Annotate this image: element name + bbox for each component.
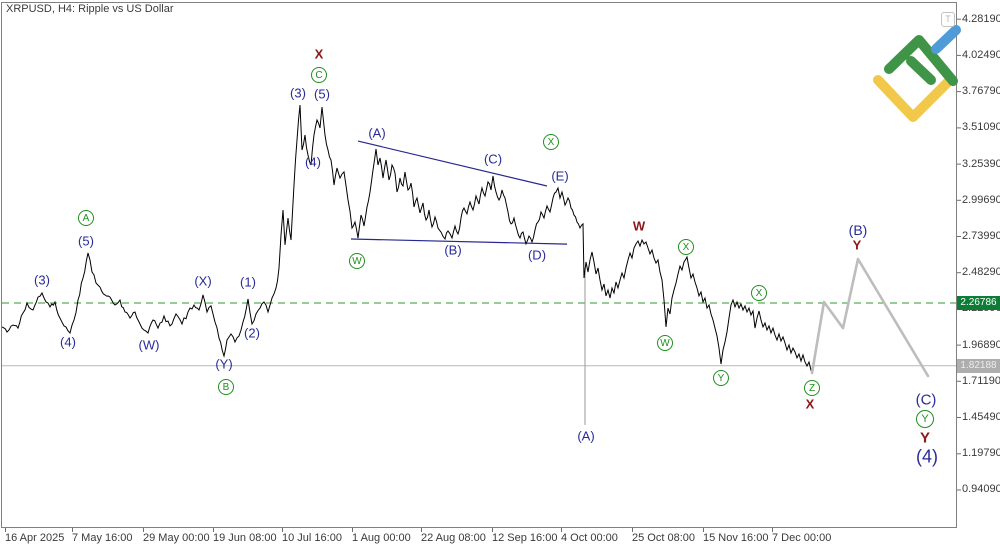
trendline-1[interactable] xyxy=(357,140,548,187)
price-tick-label: 1.96890 xyxy=(962,338,1000,351)
wave-label[interactable]: (D) xyxy=(527,247,547,263)
wave-label[interactable]: (3) xyxy=(34,272,50,288)
wave-label[interactable]: (4) xyxy=(305,154,321,170)
wave-label[interactable]: (B) xyxy=(848,222,868,238)
wave-label[interactable]: (5) xyxy=(314,86,330,102)
trendline-2[interactable] xyxy=(350,238,568,245)
date-tick-label: 29 May 00:00 xyxy=(143,532,210,544)
price-axis[interactable] xyxy=(957,2,1000,528)
time-axis[interactable] xyxy=(0,529,1000,545)
wave-label[interactable]: (W) xyxy=(138,337,160,353)
wave-label[interactable]: (A) xyxy=(368,125,386,141)
wave-label[interactable]: Y xyxy=(919,429,931,447)
price-tick-label: 3.51090 xyxy=(962,121,1000,134)
wave-label[interactable]: X xyxy=(751,285,767,301)
wave-label[interactable]: (5) xyxy=(78,233,94,249)
wave-label[interactable]: Y xyxy=(852,237,862,253)
wave-label[interactable]: (2) xyxy=(244,325,260,341)
wave-label[interactable]: X xyxy=(543,134,559,150)
wave-label[interactable]: (1) xyxy=(240,274,256,290)
plot-border xyxy=(1,2,957,528)
forecast-line[interactable] xyxy=(810,257,930,378)
wave-label[interactable]: X xyxy=(314,46,324,62)
price-tick-label: 4.02490 xyxy=(962,48,1000,61)
wave-label[interactable]: (A) xyxy=(577,428,595,444)
price-line xyxy=(1,104,813,374)
price-tick-label: 1.71190 xyxy=(962,374,1000,387)
date-tick-label: 12 Sep 16:00 xyxy=(492,532,558,544)
chart-title: XRPUSD, H4: Ripple vs US Dollar xyxy=(6,3,174,15)
date-tick-label: 25 Oct 08:00 xyxy=(632,532,695,544)
wave-label[interactable]: A xyxy=(78,210,94,226)
date-tick-label: 10 Jul 16:00 xyxy=(282,532,342,544)
litefinance-logo xyxy=(931,25,961,54)
wave-label[interactable]: W xyxy=(657,335,673,351)
date-tick-label: 15 Nov 16:00 xyxy=(703,532,769,544)
wave-label[interactable]: X xyxy=(678,239,694,255)
date-tick-label: 1 Aug 00:00 xyxy=(352,532,411,544)
date-tick-label: 4 Oct 00:00 xyxy=(561,532,618,544)
price-tick-label: 1.45490 xyxy=(962,411,1000,424)
t-badge[interactable]: T xyxy=(941,12,955,27)
price-tick-label: 0.94090 xyxy=(962,483,1000,496)
wave-label[interactable]: (X) xyxy=(194,273,212,289)
litefinance-logo xyxy=(873,75,954,122)
last-price-badge: 1.82188 xyxy=(957,358,1000,373)
wave-label[interactable]: (E) xyxy=(551,168,569,184)
wave-label[interactable]: Y xyxy=(713,370,729,386)
wave-label[interactable]: W xyxy=(349,253,365,269)
price-tick-label: 4.28190 xyxy=(962,12,1000,25)
price-tick-label: 1.19790 xyxy=(962,447,1000,460)
date-tick-label: 16 Apr 2025 xyxy=(5,532,65,544)
date-tick-label: 7 May 16:00 xyxy=(72,532,133,544)
wave-label[interactable]: (C) xyxy=(483,151,503,167)
wave-label[interactable]: Y xyxy=(916,410,934,428)
wave-label[interactable]: Z xyxy=(804,380,820,396)
wave-label[interactable]: W xyxy=(632,218,646,234)
wave-label[interactable]: (B) xyxy=(444,242,462,258)
wave-label[interactable]: (3) xyxy=(290,85,306,101)
wave-label[interactable]: C xyxy=(311,67,327,83)
wave-label[interactable]: (C) xyxy=(915,391,937,409)
wave-label[interactable]: B xyxy=(218,379,234,395)
date-tick-label: 7 Dec 00:00 xyxy=(772,532,832,544)
price-tick-label: 3.25390 xyxy=(962,157,1000,170)
wave-label[interactable]: (4) xyxy=(916,446,938,467)
price-tick-label: 2.73990 xyxy=(962,229,1000,242)
price-tick-label: 2.99690 xyxy=(962,193,1000,206)
price-tick-label: 2.48290 xyxy=(962,266,1000,279)
date-tick-label: 19 Jun 08:00 xyxy=(213,532,277,544)
wave-label[interactable]: (4) xyxy=(60,334,76,350)
litefinance-logo xyxy=(884,35,958,86)
price-tick-label: 3.76790 xyxy=(962,85,1000,98)
current-price-badge: 2.26786 xyxy=(957,296,1000,310)
date-tick-label: 22 Aug 08:00 xyxy=(421,532,486,544)
litefinance-logo xyxy=(906,56,936,85)
wave-label[interactable]: X xyxy=(805,396,815,412)
wave-label[interactable]: (Y) xyxy=(215,356,233,372)
